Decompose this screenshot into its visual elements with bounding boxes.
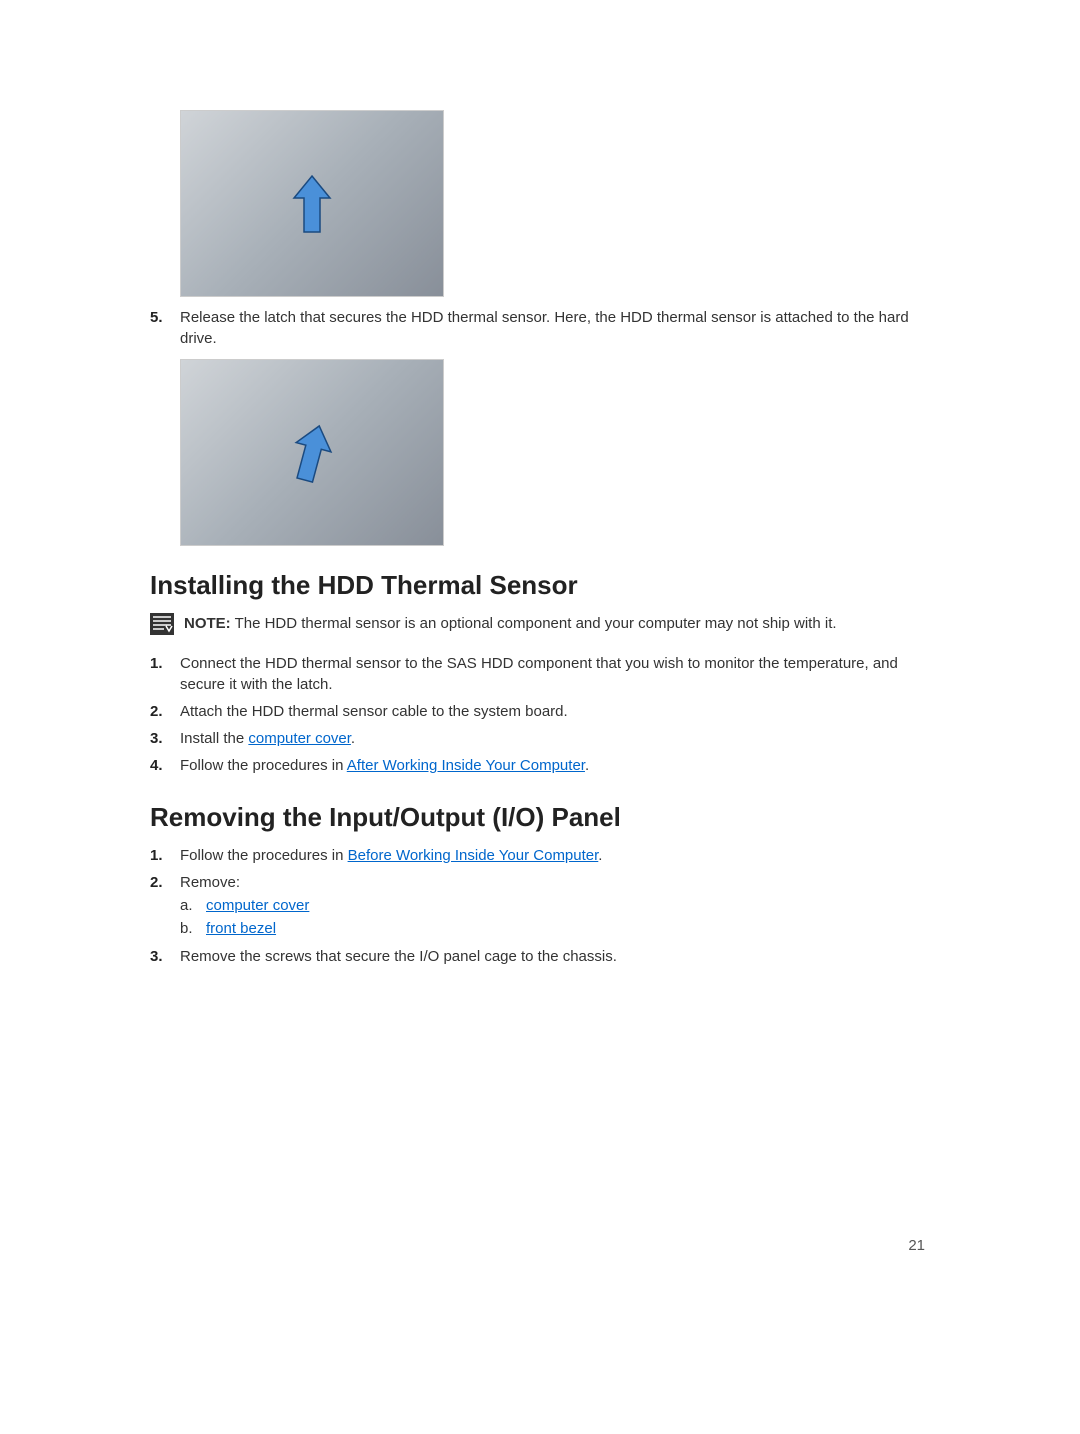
page-number: 21 <box>908 1237 925 1254</box>
step-1: 1. Connect the HDD thermal sensor to the… <box>150 653 930 695</box>
step-number: 5. <box>150 307 180 328</box>
link-before-working[interactable]: Before Working Inside Your Computer <box>348 847 599 864</box>
substep-letter: b. <box>180 918 206 941</box>
step-text: Follow the procedures in Before Working … <box>180 845 930 866</box>
substep-letter: a. <box>180 895 206 918</box>
note-label: NOTE: <box>184 615 231 632</box>
document-page: 5. Release the latch that secures the HD… <box>0 0 1080 1053</box>
step-number: 2. <box>150 872 180 893</box>
link-computer-cover[interactable]: computer cover <box>206 895 309 918</box>
step-text: Install the computer cover. <box>180 728 930 749</box>
step-number: 2. <box>150 701 180 722</box>
note-body: The HDD thermal sensor is an optional co… <box>231 615 837 632</box>
text-suffix: . <box>598 847 602 864</box>
note-text: NOTE: The HDD thermal sensor is an optio… <box>184 613 837 634</box>
step-number: 1. <box>150 653 180 674</box>
figure-thermal-sensor-drive <box>180 359 444 546</box>
text-suffix: . <box>585 757 589 774</box>
link-after-working[interactable]: After Working Inside Your Computer <box>347 757 585 774</box>
step-text: Remove the screws that secure the I/O pa… <box>180 946 930 967</box>
note-callout: NOTE: The HDD thermal sensor is an optio… <box>150 613 930 635</box>
step-text: Attach the HDD thermal sensor cable to t… <box>180 701 930 722</box>
substep-b: b. front bezel <box>180 918 930 941</box>
arrow-up-icon <box>292 174 332 234</box>
step-2: 2. Remove: <box>150 872 930 893</box>
step-3: 3. Install the computer cover. <box>150 728 930 749</box>
substep-a: a. computer cover <box>180 895 930 918</box>
step-4: 4. Follow the procedures in After Workin… <box>150 755 930 776</box>
step-1: 1. Follow the procedures in Before Worki… <box>150 845 930 866</box>
text-prefix: Follow the procedures in <box>180 757 347 774</box>
step-text: Release the latch that secures the HDD t… <box>180 307 930 349</box>
step-number: 1. <box>150 845 180 866</box>
link-computer-cover[interactable]: computer cover <box>248 730 351 747</box>
text-prefix: Install the <box>180 730 248 747</box>
section-installing-hdd-thermal-sensor: Installing the HDD Thermal Sensor NOTE: … <box>150 570 930 776</box>
text-prefix: Follow the procedures in <box>180 847 348 864</box>
step-number: 4. <box>150 755 180 776</box>
step-text: Connect the HDD thermal sensor to the SA… <box>180 653 930 695</box>
step-5: 5. Release the latch that secures the HD… <box>150 307 930 349</box>
step-number: 3. <box>150 728 180 749</box>
link-front-bezel[interactable]: front bezel <box>206 918 276 941</box>
section-heading: Removing the Input/Output (I/O) Panel <box>150 802 930 833</box>
step-text: Follow the procedures in After Working I… <box>180 755 930 776</box>
section-heading: Installing the HDD Thermal Sensor <box>150 570 930 601</box>
figure-thermal-sensor-board <box>180 110 444 297</box>
step-number: 3. <box>150 946 180 967</box>
text-suffix: . <box>351 730 355 747</box>
step-2: 2. Attach the HDD thermal sensor cable t… <box>150 701 930 722</box>
section-removing-io-panel: Removing the Input/Output (I/O) Panel 1.… <box>150 802 930 967</box>
arrow-up-icon <box>285 418 339 486</box>
step-text: Remove: <box>180 872 930 893</box>
note-icon <box>150 613 174 635</box>
step-3: 3. Remove the screws that secure the I/O… <box>150 946 930 967</box>
